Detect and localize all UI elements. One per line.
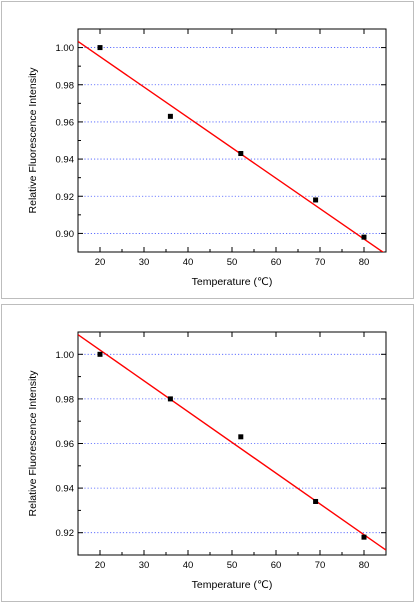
c2-y-tick-label: 0.96: [56, 439, 75, 450]
c2-data-point: [238, 434, 244, 440]
c2-data-point: [97, 351, 103, 357]
c1-x-tick-label: 70: [315, 257, 326, 268]
c1-data-point: [167, 113, 173, 119]
c1-x-tick-label: 20: [95, 257, 106, 268]
c2-y-axis-title: Relative Fluorescence Intensity: [27, 370, 39, 517]
c2-y-tick-label: 0.92: [56, 528, 75, 539]
c1-x-tick-label: 40: [183, 257, 194, 268]
c1-y-tick-label: 0.96: [56, 117, 75, 128]
c2-data-point: [361, 534, 367, 540]
c1-x-tick-label: 60: [271, 257, 282, 268]
c1-y-tick-label: 0.98: [56, 80, 75, 91]
c1-y-tick-label: 1.00: [56, 43, 75, 54]
chart-1-svg: 0.90 0.92 0.94 0.96 0.98 1.00 20 30 40 50 60 70 80 Te…: [27, 28, 387, 288]
c2-y-tick-label: 0.94: [56, 484, 75, 495]
c2-y-tick-label: 0.98: [56, 394, 75, 405]
c1-fit-line: [78, 40, 385, 252]
chart-panel-1: 0.90 0.92 0.94 0.96 0.98 1.00 20 30 40 50 60 70 80 Te…: [1, 1, 414, 299]
c1-x-axis-title: Temperature (℃): [192, 276, 273, 288]
c2-x-tick-label: 40: [183, 560, 194, 571]
c2-y-tick-label: 1.00: [56, 350, 75, 361]
c2-x-tick-label: 60: [271, 560, 282, 571]
c1-axes-frame: [77, 28, 387, 253]
c1-data-point: [313, 197, 319, 203]
c1-y-axis-title: Relative Fluorescence Intensity: [27, 67, 39, 214]
c2-fit-line: [78, 334, 386, 551]
c2-x-axis-title: Temperature (℃): [192, 579, 273, 591]
c1-x-tick-label: 80: [359, 257, 370, 268]
c1-x-tick-label: 30: [139, 257, 150, 268]
c1-data-point: [97, 45, 103, 51]
c2-x-tick-label: 70: [315, 560, 326, 571]
c1-x-tick-label: 50: [227, 257, 238, 268]
c1-y-tick-label: 0.94: [56, 155, 75, 166]
c1-data-point: [361, 234, 367, 240]
c1-data-point: [238, 151, 244, 157]
chart-2-svg: 0.92 0.94 0.96 0.98 1.00 20 30 40 50 60 70 80 Temper…: [27, 331, 387, 591]
c2-data-point: [313, 498, 319, 504]
c2-x-tick-label: 20: [95, 560, 106, 571]
chart-panel-2: 0.92 0.94 0.96 0.98 1.00 20 30 40 50 60 70 80 Temper…: [1, 304, 414, 602]
c2-data-point: [167, 396, 173, 402]
c2-x-tick-label: 30: [139, 560, 150, 571]
c2-x-tick-label: 50: [227, 560, 238, 571]
c1-y-tick-label: 0.90: [56, 229, 75, 240]
c1-y-tick-label: 0.92: [56, 192, 75, 203]
c2-x-tick-label: 80: [359, 560, 370, 571]
